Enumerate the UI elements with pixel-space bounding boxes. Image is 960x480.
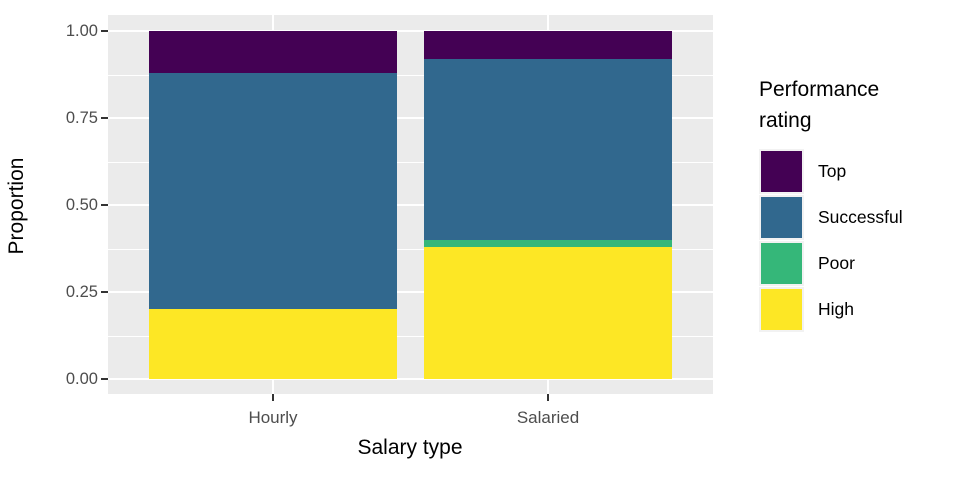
legend-swatch-poor	[761, 243, 802, 284]
gridline-minor	[108, 161, 713, 163]
bar-segment-hourly-high	[149, 309, 397, 379]
legend-items: Top Successful Poor High	[759, 149, 949, 332]
gridline-major	[108, 204, 713, 206]
legend-item-high: High	[759, 287, 949, 332]
gridline-major	[108, 291, 713, 293]
bar-segment-salaried-high	[424, 246, 672, 379]
y-tick-mark	[101, 204, 108, 206]
legend-item-successful: Successful	[759, 195, 949, 240]
legend-key	[759, 149, 804, 194]
x-tick-label-salaried: Salaried	[516, 408, 580, 427]
bar-segment-hourly-top	[149, 31, 397, 73]
x-tick-label-hourly: Hourly	[248, 408, 298, 427]
bar-segment-salaried-successful	[424, 58, 672, 240]
y-tick-mark	[101, 117, 108, 119]
legend-label: Successful	[818, 207, 903, 227]
x-tick-mark	[272, 394, 274, 401]
gridline-major	[108, 30, 713, 32]
legend: Performance rating Top Successful Poor High	[759, 74, 949, 332]
plot-panel	[108, 15, 713, 394]
y-tick-mark	[101, 30, 108, 32]
gridline-minor	[108, 248, 713, 250]
legend-swatch-high	[761, 289, 802, 330]
gridline-minor	[108, 335, 713, 337]
y-axis-title: Proportion	[5, 157, 28, 255]
y-tick-label: 0.00	[65, 370, 98, 388]
x-axis-title: Salary type	[357, 436, 463, 459]
legend-title: Performance rating	[759, 78, 880, 132]
y-tick-label: 0.50	[65, 196, 98, 214]
legend-key	[759, 241, 804, 286]
bar-segment-salaried-poor	[424, 239, 672, 247]
x-tick-mark	[547, 394, 549, 401]
bar-segment-hourly-successful	[149, 72, 397, 310]
y-tick-label: 0.25	[65, 283, 98, 301]
legend-item-top: Top	[759, 149, 949, 194]
legend-label: Top	[818, 161, 847, 181]
legend-key	[759, 287, 804, 332]
legend-label: Poor	[818, 253, 855, 273]
bar-segment-salaried-top	[424, 31, 672, 59]
gridline-major	[108, 378, 713, 380]
y-tick-mark	[101, 291, 108, 293]
legend-swatch-top	[761, 151, 802, 192]
legend-key	[759, 195, 804, 240]
y-tick-label: 1.00	[65, 22, 98, 40]
gridline-minor	[108, 74, 713, 76]
y-tick-mark	[101, 378, 108, 380]
legend-item-poor: Poor	[759, 241, 949, 286]
legend-swatch-successful	[761, 197, 802, 238]
gridline-major	[108, 117, 713, 119]
y-tick-label: 0.75	[65, 109, 98, 127]
legend-label: High	[818, 299, 854, 319]
